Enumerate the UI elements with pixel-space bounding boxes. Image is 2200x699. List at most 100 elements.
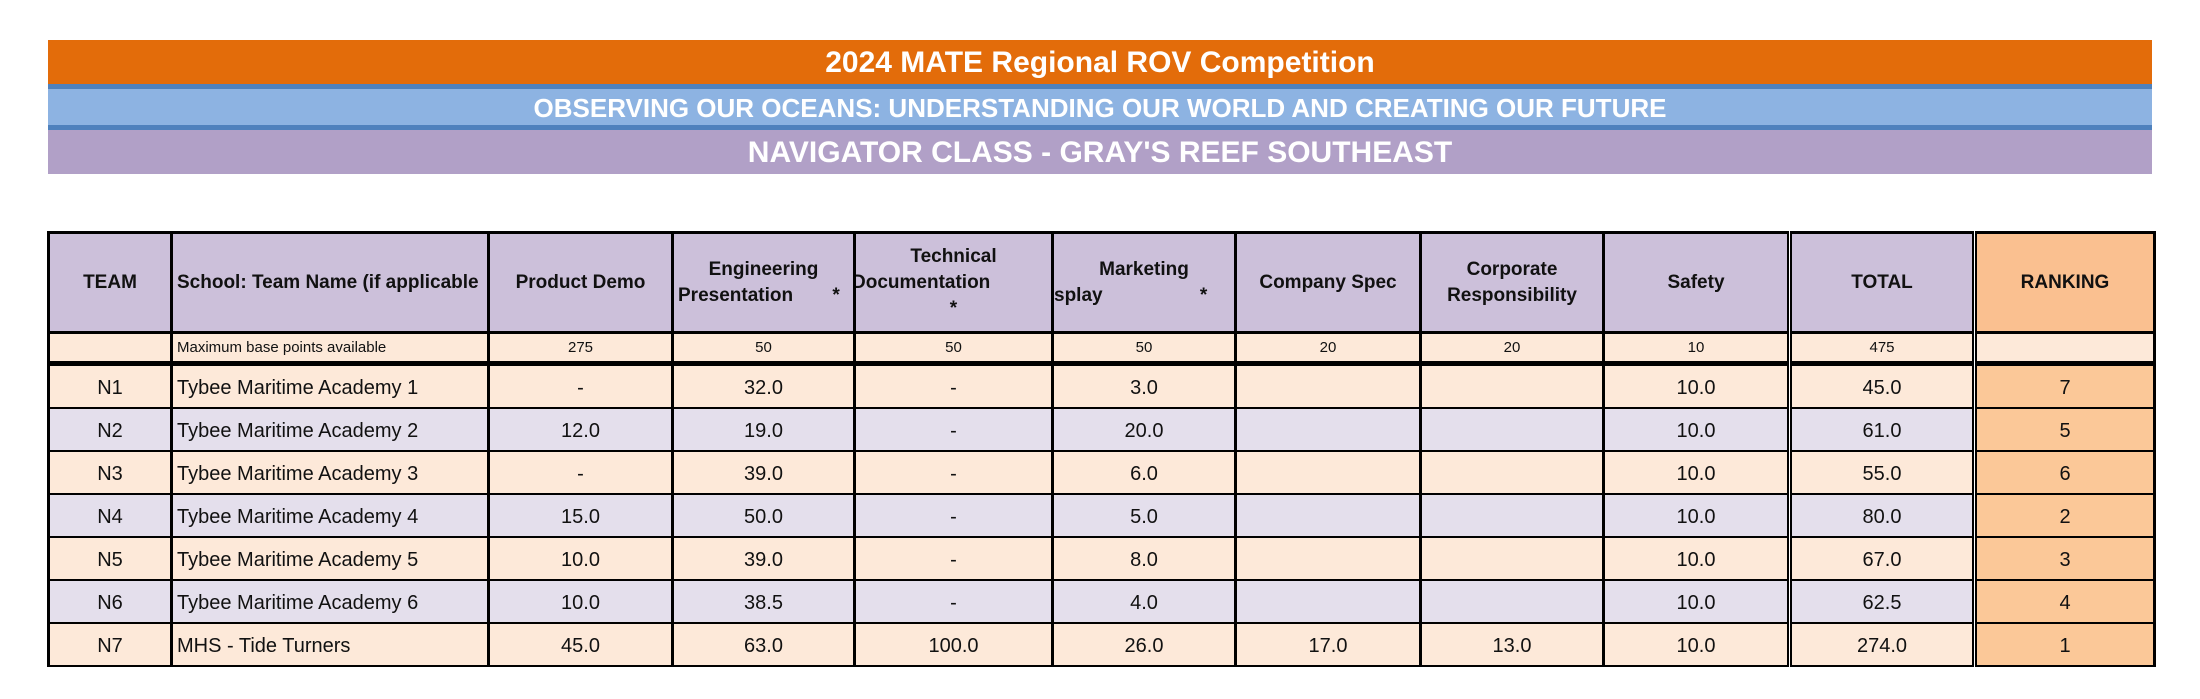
cell-total: 45.0	[1787, 362, 1976, 409]
header-row: TEAM School: Team Name (if applicable Pr…	[47, 231, 2156, 334]
max-points-row: Maximum base points available 275 50 50 …	[47, 331, 2156, 366]
class-region-title: NAVIGATOR CLASS - GRAY'S REEF SOUTHEAST	[48, 130, 2152, 174]
cell-technical: -	[853, 493, 1054, 538]
asterisk-note: *	[832, 284, 840, 306]
max-product-demo: 275	[487, 331, 674, 366]
cell-engineering: 38.5	[671, 579, 856, 624]
cell-company-spec	[1234, 536, 1422, 581]
header-marketing-line1: Marketing	[1099, 258, 1189, 280]
cell-company-spec	[1234, 362, 1422, 409]
cell-safety: 10.0	[1602, 622, 1791, 667]
cell-safety: 10.0	[1602, 407, 1791, 452]
header-corporate-line2: Responsibility	[1447, 284, 1577, 306]
max-marketing: 50	[1051, 331, 1237, 366]
cell-technical: 100.0	[853, 622, 1054, 667]
cell-technical: -	[853, 407, 1054, 452]
cell-total: 67.0	[1787, 536, 1976, 581]
max-label: Maximum base points available	[170, 331, 490, 366]
cell-ranking: 7	[1972, 362, 2156, 409]
cell-corporate	[1419, 579, 1605, 624]
max-technical: 50	[853, 331, 1054, 366]
max-team	[47, 331, 173, 366]
max-engineering: 50	[671, 331, 856, 366]
table-row: N4 Tybee Maritime Academy 4 15.0 50.0 - …	[47, 493, 2156, 538]
cell-corporate	[1419, 362, 1605, 409]
cell-safety: 10.0	[1602, 579, 1791, 624]
cell-ranking: 2	[1972, 493, 2156, 538]
cell-marketing: 8.0	[1051, 536, 1237, 581]
cell-marketing: 3.0	[1051, 362, 1237, 409]
cell-safety: 10.0	[1602, 362, 1791, 409]
header-engineering-presentation: Engineering Presentation *	[671, 231, 856, 334]
cell-school: MHS - Tide Turners	[170, 622, 490, 667]
cell-safety: 10.0	[1602, 450, 1791, 495]
header-ranking: RANKING	[1972, 231, 2156, 334]
cell-total: 55.0	[1787, 450, 1976, 495]
header-school: School: Team Name (if applicable	[170, 231, 490, 334]
max-safety: 10	[1602, 331, 1791, 366]
cell-engineering: 63.0	[671, 622, 856, 667]
cell-total: 61.0	[1787, 407, 1976, 452]
cell-marketing: 26.0	[1051, 622, 1237, 667]
cell-school: Tybee Maritime Academy 3	[170, 450, 490, 495]
cell-ranking: 6	[1972, 450, 2156, 495]
cell-technical: -	[853, 362, 1054, 409]
cell-team: N2	[47, 407, 173, 452]
cell-corporate	[1419, 407, 1605, 452]
cell-product-demo: 45.0	[487, 622, 674, 667]
header-corporate-line1: Corporate	[1466, 258, 1558, 280]
cell-ranking: 1	[1972, 622, 2156, 667]
cell-product-demo: -	[487, 450, 674, 495]
header-product-demo: Product Demo	[487, 231, 674, 334]
cell-safety: 10.0	[1602, 536, 1791, 581]
header-team: TEAM	[47, 231, 173, 334]
cell-product-demo: 15.0	[487, 493, 674, 538]
max-corporate: 20	[1419, 331, 1605, 366]
competition-title: 2024 MATE Regional ROV Competition	[48, 40, 2152, 84]
header-technical-line2: Documentation	[854, 271, 991, 293]
header-marketing-display: Marketing splay *	[1051, 231, 1237, 334]
cell-engineering: 50.0	[671, 493, 856, 538]
cell-corporate	[1419, 493, 1605, 538]
cell-product-demo: 12.0	[487, 407, 674, 452]
cell-product-demo: -	[487, 362, 674, 409]
asterisk-note: *	[1199, 284, 1208, 306]
cell-school: Tybee Maritime Academy 5	[170, 536, 490, 581]
table-row: N2 Tybee Maritime Academy 2 12.0 19.0 - …	[47, 407, 2156, 452]
header-technical-documentation: Technical Documentation *	[853, 231, 1054, 334]
cell-school: Tybee Maritime Academy 2	[170, 407, 490, 452]
table-row: N5 Tybee Maritime Academy 5 10.0 39.0 - …	[47, 536, 2156, 581]
cell-engineering: 39.0	[671, 536, 856, 581]
cell-ranking: 4	[1972, 579, 2156, 624]
cell-team: N6	[47, 579, 173, 624]
cell-team: N7	[47, 622, 173, 667]
table-row: N1 Tybee Maritime Academy 1 - 32.0 - 3.0…	[47, 362, 2156, 409]
asterisk-note: *	[949, 297, 958, 319]
cell-product-demo: 10.0	[487, 536, 674, 581]
table-row: N6 Tybee Maritime Academy 6 10.0 38.5 - …	[47, 579, 2156, 624]
cell-total: 274.0	[1787, 622, 1976, 667]
header-marketing-line2: splay	[1054, 284, 1103, 306]
header-engineering-line1: Engineering	[708, 258, 819, 280]
cell-total: 62.5	[1787, 579, 1976, 624]
cell-company-spec	[1234, 407, 1422, 452]
cell-product-demo: 10.0	[487, 579, 674, 624]
cell-company-spec	[1234, 450, 1422, 495]
max-ranking	[1972, 331, 2156, 366]
cell-team: N4	[47, 493, 173, 538]
header-corporate-responsibility: Corporate Responsibility	[1419, 231, 1605, 334]
header-engineering-line2: Presentation	[678, 284, 794, 306]
cell-technical: -	[853, 536, 1054, 581]
cell-school: Tybee Maritime Academy 4	[170, 493, 490, 538]
table-row: N7 MHS - Tide Turners 45.0 63.0 100.0 26…	[47, 622, 2156, 667]
cell-school: Tybee Maritime Academy 1	[170, 362, 490, 409]
cell-engineering: 32.0	[671, 362, 856, 409]
cell-ranking: 3	[1972, 536, 2156, 581]
cell-corporate: 13.0	[1419, 622, 1605, 667]
cell-team: N5	[47, 536, 173, 581]
header-technical-line1: Technical	[910, 245, 997, 267]
header-total: TOTAL	[1787, 231, 1976, 334]
cell-safety: 10.0	[1602, 493, 1791, 538]
cell-marketing: 6.0	[1051, 450, 1237, 495]
cell-marketing: 5.0	[1051, 493, 1237, 538]
